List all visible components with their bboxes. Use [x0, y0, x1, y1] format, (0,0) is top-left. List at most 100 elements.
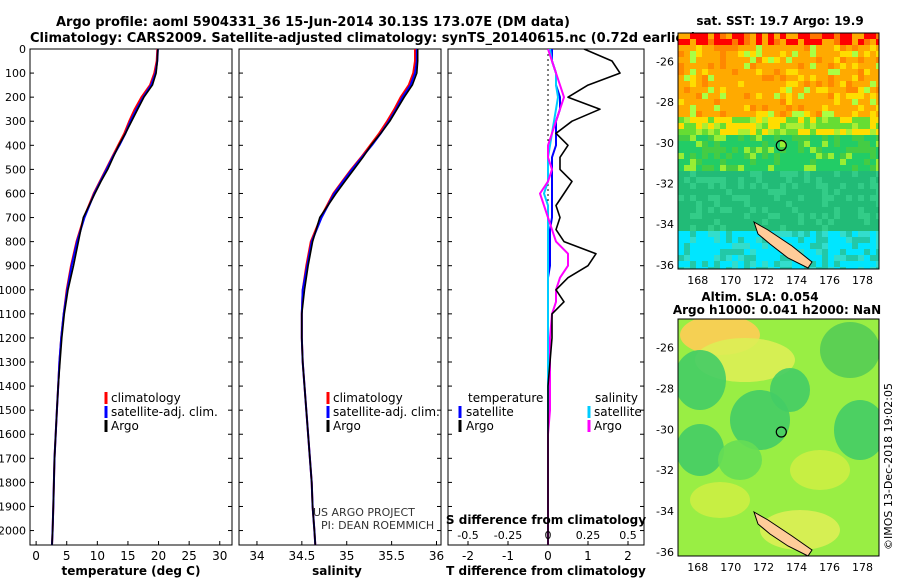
- sst-cell: [792, 45, 798, 51]
- sst-cell: [816, 267, 822, 269]
- sst-cell: [864, 195, 870, 201]
- sst-cell: [834, 39, 840, 45]
- sst-cell: [870, 57, 876, 63]
- sst-cell: [702, 201, 708, 207]
- sst-cell: [846, 165, 852, 171]
- sst-cell: [690, 195, 696, 201]
- sst-cell: [726, 135, 732, 141]
- sst-cell: [744, 237, 750, 243]
- sst-cell: [846, 111, 852, 117]
- sst-cell: [678, 231, 684, 237]
- series-climatology: [300, 49, 416, 545]
- sst-cell: [822, 255, 828, 261]
- sst-cell: [816, 255, 822, 261]
- sst-cell: [798, 213, 804, 219]
- sst-cell: [810, 69, 816, 75]
- sst-cell: [768, 99, 774, 105]
- sst-cell: [774, 207, 780, 213]
- sst-cell: [708, 225, 714, 231]
- sst-cell: [828, 105, 834, 111]
- sst-cell: [762, 177, 768, 183]
- sst-cell: [870, 267, 876, 269]
- sst-cell: [696, 105, 702, 111]
- sst-cell: [870, 111, 876, 117]
- sst-cell: [708, 129, 714, 135]
- sst-cell: [828, 117, 834, 123]
- sst-cell: [744, 147, 750, 153]
- sst-cell: [864, 225, 870, 231]
- sst-cell: [804, 195, 810, 201]
- sst-cell: [822, 81, 828, 87]
- sst-cell: [852, 87, 858, 93]
- sst-cell: [864, 69, 870, 75]
- sst-cell: [846, 255, 852, 261]
- sst-cell: [744, 243, 750, 249]
- sst-cell: [822, 99, 828, 105]
- sst-cell: [786, 63, 792, 69]
- sst-cell: [744, 57, 750, 63]
- sst-cell: [858, 255, 864, 261]
- sst-cell: [762, 201, 768, 207]
- sst-cell: [822, 171, 828, 177]
- sst-cell: [858, 261, 864, 267]
- sst-cell: [780, 129, 786, 135]
- sst-cell: [714, 219, 720, 225]
- sst-cell: [678, 225, 684, 231]
- sst-cell: [876, 219, 879, 225]
- sst-cell: [750, 111, 756, 117]
- sst-cell: [744, 171, 750, 177]
- sst-cell: [870, 159, 876, 165]
- sst-cell: [822, 225, 828, 231]
- sst-cell: [864, 183, 870, 189]
- sst-cell: [876, 123, 879, 129]
- sst-cell: [828, 153, 834, 159]
- map-lat-tick-label: -30: [656, 137, 674, 150]
- sst-cell: [690, 57, 696, 63]
- sst-cell: [756, 69, 762, 75]
- sst-cell: [744, 153, 750, 159]
- sst-cell: [840, 219, 846, 225]
- sst-cell: [876, 159, 879, 165]
- sst-cell: [840, 105, 846, 111]
- sst-cell: [684, 129, 690, 135]
- sst-cell: [696, 33, 702, 39]
- sst-cell: [810, 207, 816, 213]
- sst-cell: [726, 57, 732, 63]
- temperature-legend: climatology satellite-adj. clim. Argo: [104, 391, 218, 433]
- sst-cell: [852, 255, 858, 261]
- sst-cell: [864, 105, 870, 111]
- sst-cell: [822, 123, 828, 129]
- sst-cell: [708, 87, 714, 93]
- sst-cell: [756, 177, 762, 183]
- sst-cell: [876, 171, 879, 177]
- sst-cell: [738, 141, 744, 147]
- sst-cell: [870, 33, 876, 39]
- sst-cell: [846, 159, 852, 165]
- depth-tick-label: 900: [5, 260, 26, 273]
- sst-cell: [786, 117, 792, 123]
- sst-cell: [822, 159, 828, 165]
- map-lat-tick-label: -30: [656, 423, 674, 436]
- sst-cell: [828, 159, 834, 165]
- sst-cell: [756, 207, 762, 213]
- sst-cell: [750, 243, 756, 249]
- sst-cell: [768, 81, 774, 87]
- sst-cell: [876, 63, 879, 69]
- sst-cell: [708, 165, 714, 171]
- sst-cell: [690, 189, 696, 195]
- sst-cell: [798, 129, 804, 135]
- sst-cell: [792, 171, 798, 177]
- sst-cell: [750, 57, 756, 63]
- sst-cell: [774, 249, 780, 255]
- sst-cell: [768, 93, 774, 99]
- sst-cell: [678, 117, 684, 123]
- sst-cell: [774, 177, 780, 183]
- sst-cell: [720, 99, 726, 105]
- sst-cell: [732, 261, 738, 267]
- sst-cell: [744, 87, 750, 93]
- sst-cell: [768, 141, 774, 147]
- sst-cell: [798, 39, 804, 45]
- sst-cell: [786, 231, 792, 237]
- sst-cell: [816, 39, 822, 45]
- sst-cell: [708, 51, 714, 57]
